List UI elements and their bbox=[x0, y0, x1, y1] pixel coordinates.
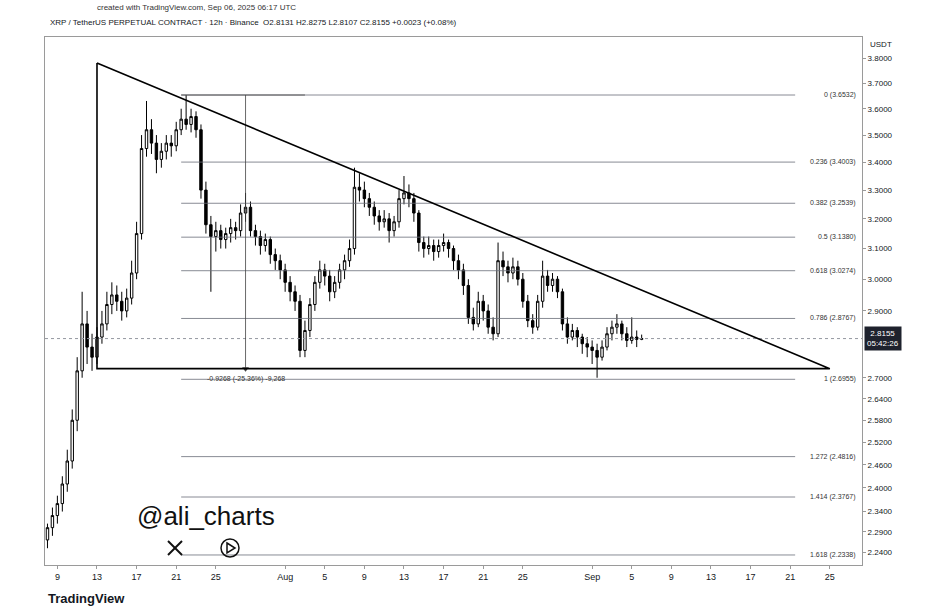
svg-text:25: 25 bbox=[518, 572, 528, 582]
svg-text:XRP / TetherUS PERPETUAL CONTR: XRP / TetherUS PERPETUAL CONTRACT · 12h … bbox=[50, 18, 456, 27]
svg-text:17: 17 bbox=[439, 572, 449, 582]
svg-text:21: 21 bbox=[478, 572, 488, 582]
svg-text:0.786 (2.8767): 0.786 (2.8767) bbox=[810, 314, 856, 322]
svg-text:13: 13 bbox=[92, 572, 102, 582]
svg-text:5: 5 bbox=[322, 572, 327, 582]
svg-text:3.7000: 3.7000 bbox=[868, 79, 893, 88]
svg-text:17: 17 bbox=[132, 572, 142, 582]
svg-text:@ali_charts: @ali_charts bbox=[137, 501, 275, 531]
svg-text:0.5 (3.1380): 0.5 (3.1380) bbox=[818, 233, 856, 241]
svg-text:13: 13 bbox=[706, 572, 716, 582]
svg-text:1.414 (2.3767): 1.414 (2.3767) bbox=[810, 493, 856, 501]
svg-text:USDT: USDT bbox=[870, 40, 892, 49]
svg-text:9: 9 bbox=[669, 572, 674, 582]
svg-text:3.4000: 3.4000 bbox=[868, 158, 893, 167]
svg-text:0 (3.6532): 0 (3.6532) bbox=[824, 91, 856, 99]
svg-text:2.2400: 2.2400 bbox=[868, 548, 893, 557]
svg-text:created with TradingView.com,: created with TradingView.com, Sep 06, 20… bbox=[97, 3, 296, 12]
svg-text:5: 5 bbox=[629, 572, 634, 582]
svg-text:1 (2.6955): 1 (2.6955) bbox=[824, 375, 856, 383]
svg-text:Aug: Aug bbox=[277, 572, 293, 582]
svg-text:-0.9268 (-25.36%) -9,268: -0.9268 (-25.36%) -9,268 bbox=[207, 375, 285, 383]
svg-text:13: 13 bbox=[399, 572, 409, 582]
svg-text:21: 21 bbox=[171, 572, 181, 582]
svg-text:2.4000: 2.4000 bbox=[868, 484, 893, 493]
svg-text:0.382 (3.2539): 0.382 (3.2539) bbox=[810, 199, 856, 207]
svg-text:2.6400: 2.6400 bbox=[868, 395, 893, 404]
svg-text:3.6000: 3.6000 bbox=[868, 105, 893, 114]
svg-text:2.5800: 2.5800 bbox=[868, 416, 893, 425]
svg-text:21: 21 bbox=[785, 572, 795, 582]
svg-text:2.2900: 2.2900 bbox=[868, 528, 893, 537]
svg-text:2.7000: 2.7000 bbox=[868, 374, 893, 383]
svg-text:TradingView: TradingView bbox=[48, 591, 125, 606]
svg-text:3.1000: 3.1000 bbox=[868, 244, 893, 253]
svg-text:2.9000: 2.9000 bbox=[868, 307, 893, 316]
svg-text:25: 25 bbox=[825, 572, 835, 582]
svg-text:1.272 (2.4816): 1.272 (2.4816) bbox=[810, 453, 856, 461]
svg-text:3.5000: 3.5000 bbox=[868, 131, 893, 140]
svg-text:25: 25 bbox=[211, 572, 221, 582]
svg-text:Sep: Sep bbox=[584, 572, 600, 582]
svg-text:9: 9 bbox=[362, 572, 367, 582]
svg-text:2.815505:42:26: 2.815505:42:26 bbox=[867, 329, 899, 348]
svg-text:2.4600: 2.4600 bbox=[868, 461, 893, 470]
svg-text:3.2000: 3.2000 bbox=[868, 215, 893, 224]
svg-text:2.3400: 2.3400 bbox=[868, 507, 893, 516]
svg-text:2.5200: 2.5200 bbox=[868, 438, 893, 447]
svg-text:17: 17 bbox=[746, 572, 756, 582]
svg-text:0.618 (3.0274): 0.618 (3.0274) bbox=[810, 267, 856, 275]
svg-text:1.618 (2.2338): 1.618 (2.2338) bbox=[810, 551, 856, 559]
svg-text:3.8000: 3.8000 bbox=[868, 54, 893, 63]
svg-text:3.0000: 3.0000 bbox=[868, 275, 893, 284]
svg-text:0.236 (3.4003): 0.236 (3.4003) bbox=[810, 158, 856, 166]
svg-text:9: 9 bbox=[55, 572, 60, 582]
svg-text:3.3000: 3.3000 bbox=[868, 186, 893, 195]
